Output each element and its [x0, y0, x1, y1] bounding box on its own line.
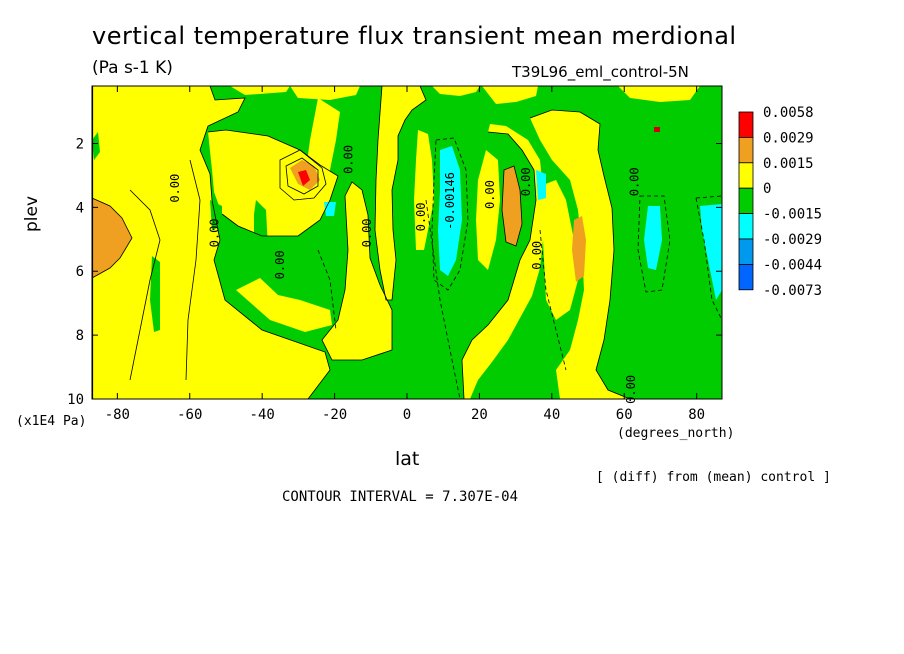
legend-label: 0.0029 — [763, 130, 814, 146]
region-yellow — [375, 86, 426, 300]
contour-line — [92, 197, 133, 279]
contour-line — [637, 195, 671, 293]
contour-label: 0.00 — [628, 167, 642, 196]
y-axis-units: (x1E4 Pa) — [16, 414, 87, 429]
y-tick-label: 10 — [67, 392, 84, 408]
legend-swatch — [738, 238, 754, 265]
region-yellow — [476, 150, 500, 270]
contour-line — [695, 195, 722, 199]
contour-line — [185, 159, 201, 381]
contour-interval: CONTOUR INTERVAL = 7.307E-04 — [282, 489, 519, 505]
contour-line — [539, 229, 567, 371]
contour-label: 0.00 — [530, 241, 544, 270]
contour-line — [207, 129, 339, 237]
contour-label: -0.00146 — [443, 172, 457, 230]
region-yellow — [482, 86, 538, 104]
region-yellow — [530, 110, 630, 399]
contour-line — [285, 157, 319, 195]
run-label: T39L96_eml_control-5N — [512, 63, 689, 81]
contour-line — [461, 131, 537, 399]
region-cyan — [644, 206, 662, 270]
x-tick-label: 40 — [543, 407, 560, 423]
legend-label: -0.0029 — [763, 232, 822, 248]
region-green — [254, 200, 268, 256]
contour-label: 0.00 — [483, 180, 497, 209]
region-yellow — [432, 86, 480, 96]
region-green — [210, 200, 222, 230]
diff-note: [ (diff) from (mean) control ] — [596, 470, 831, 485]
contour-line — [529, 109, 631, 399]
y-tick-label: 6 — [76, 264, 84, 280]
x-axis-units: (degrees_north) — [617, 426, 735, 441]
contour-line — [321, 181, 393, 361]
contour-label: 0.00 — [342, 145, 356, 174]
chart-units: (Pa s-1 K) — [92, 58, 173, 78]
legend-swatch — [738, 162, 754, 189]
y-tick-label: 2 — [76, 136, 84, 152]
region-yellow — [414, 130, 434, 250]
region-orange — [502, 166, 522, 246]
contour-line — [431, 137, 469, 291]
legend-label: -0.0073 — [763, 283, 822, 299]
region-red — [298, 170, 310, 186]
chart-title: vertical temperature flux transient mean… — [92, 22, 737, 50]
region-yellow — [92, 86, 330, 399]
contour-line — [317, 249, 337, 331]
legend-swatch — [738, 213, 754, 240]
x-tick-label: 20 — [471, 407, 488, 423]
contour-line — [129, 189, 161, 381]
region-yellow — [540, 180, 578, 320]
x-tick-label: -20 — [322, 407, 347, 423]
y-tick-label: 4 — [76, 200, 84, 216]
legend-label: -0.0015 — [763, 207, 822, 223]
region-yellow — [236, 278, 332, 332]
contour-label: 0.00 — [273, 250, 287, 279]
region-cyan — [438, 146, 462, 276]
region-green — [92, 132, 100, 160]
x-tick-label: -80 — [105, 407, 130, 423]
x-tick-label: 0 — [403, 407, 411, 423]
region-yellow — [618, 86, 700, 102]
contour-line — [199, 86, 331, 399]
legend-label: -0.0044 — [763, 257, 822, 273]
legend-swatch — [738, 187, 754, 214]
region-yellow — [294, 98, 340, 220]
region-yellow — [230, 86, 290, 95]
contour-line — [374, 86, 427, 301]
contour-line — [279, 149, 327, 201]
legend-swatch — [738, 263, 754, 291]
contour-label: 0.00 — [360, 218, 374, 247]
contour-line — [501, 165, 523, 247]
contour-label: 0.00 — [208, 218, 222, 247]
x-tick-label: 60 — [616, 407, 633, 423]
legend-label: 0.0058 — [763, 105, 814, 121]
region-green — [150, 256, 160, 332]
x-axis-label: lat — [395, 448, 420, 470]
y-tick-label: 8 — [76, 328, 84, 344]
region-cyan — [536, 170, 546, 200]
contour-label: 0.00 — [414, 202, 428, 231]
legend-label: 0.0015 — [763, 156, 814, 172]
x-tick-label: -60 — [177, 407, 202, 423]
contour-label: 0.00 — [519, 167, 533, 196]
legend-swatch — [738, 136, 754, 164]
region-yellow — [290, 86, 360, 100]
contour-label: 0.00 — [624, 375, 638, 404]
contour-line — [425, 199, 461, 399]
contour-line — [695, 197, 722, 321]
region-orange — [572, 216, 586, 282]
x-tick-label: -40 — [250, 407, 275, 423]
region-red — [654, 127, 660, 132]
legend-swatch — [738, 111, 754, 138]
x-tick-label: 80 — [688, 407, 705, 423]
region-yellow — [322, 182, 392, 360]
region-cyan — [700, 204, 722, 300]
contour-label: 0.00 — [168, 174, 182, 203]
legend-label: 0 — [763, 181, 771, 197]
